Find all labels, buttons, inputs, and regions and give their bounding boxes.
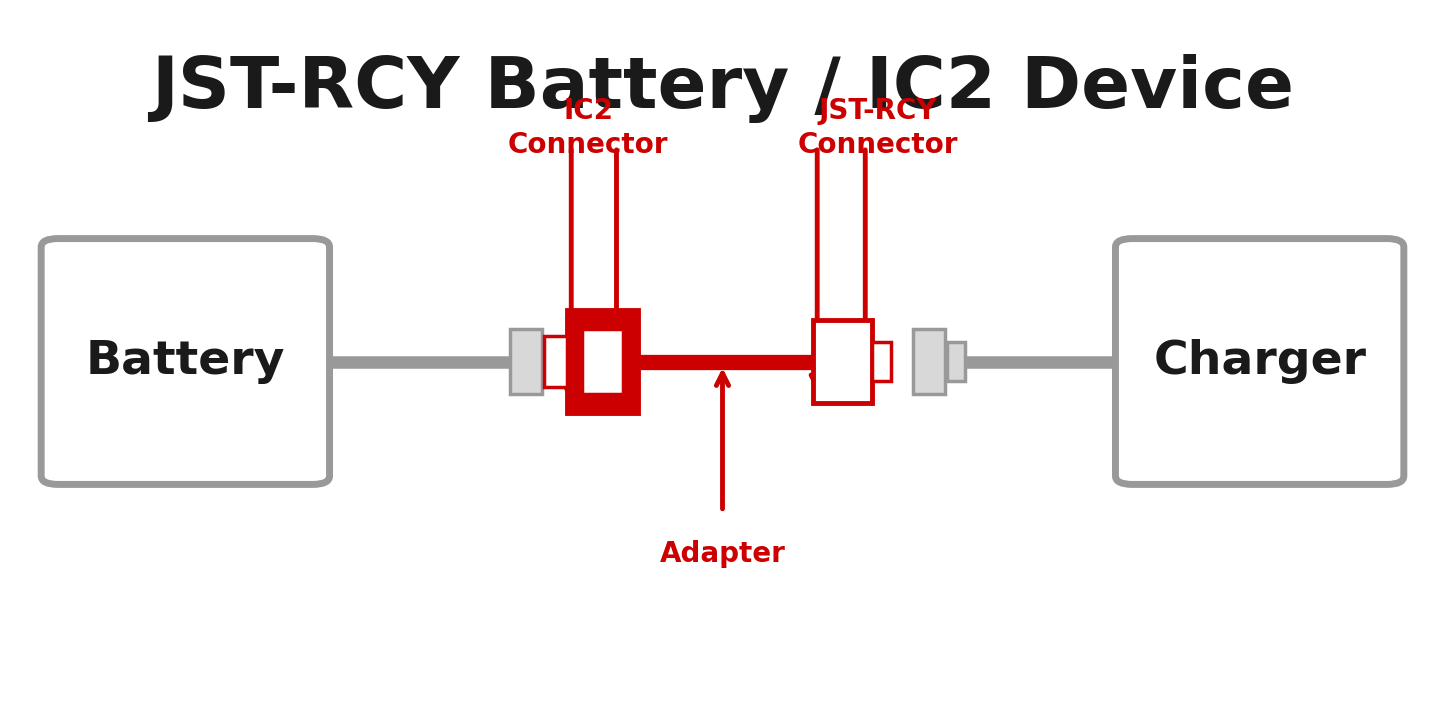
Text: Battery: Battery (85, 339, 285, 384)
Bar (566, 309, 637, 414)
Bar (873, 342, 890, 381)
Bar (582, 330, 623, 393)
Bar (545, 342, 562, 381)
Text: Adapter: Adapter (659, 540, 786, 568)
Text: IC2
Connector: IC2 Connector (509, 97, 669, 158)
Bar (814, 320, 873, 403)
Bar (913, 330, 945, 393)
Bar (510, 330, 542, 393)
Bar (545, 336, 566, 387)
FancyBboxPatch shape (40, 239, 329, 484)
Bar (948, 342, 965, 381)
Text: JST-RCY Battery / IC2 Device: JST-RCY Battery / IC2 Device (150, 54, 1295, 123)
Text: Charger: Charger (1153, 339, 1366, 384)
Text: JST-RCY
Connector: JST-RCY Connector (798, 97, 958, 158)
FancyBboxPatch shape (1116, 239, 1405, 484)
